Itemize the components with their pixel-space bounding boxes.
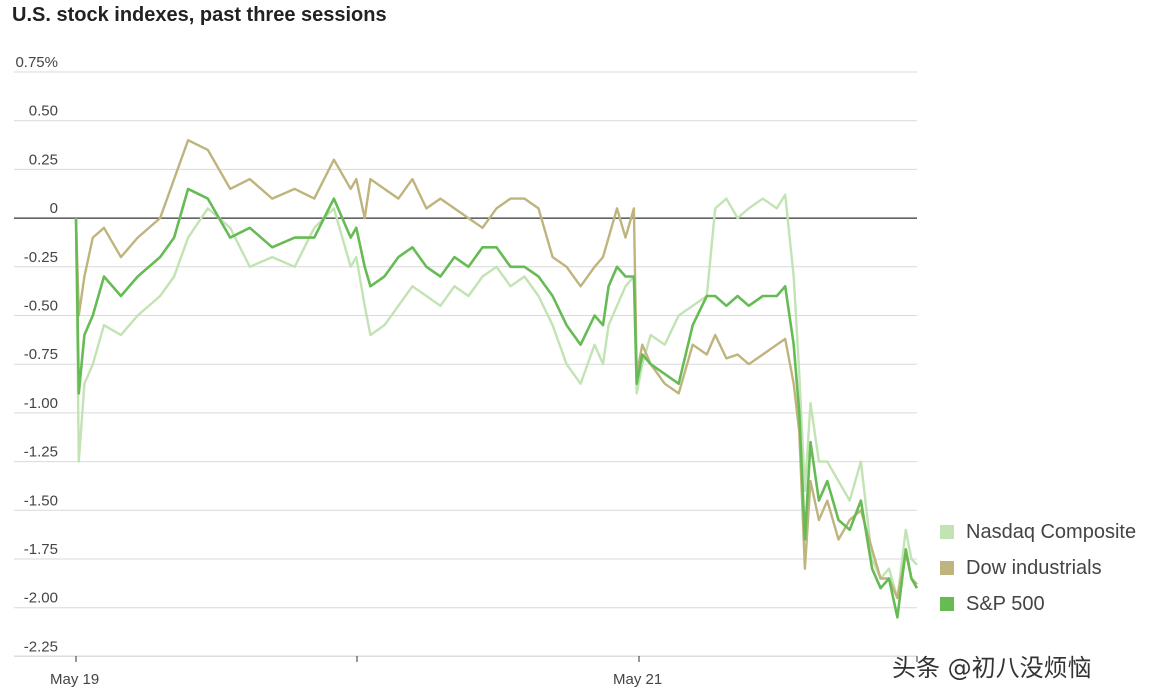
chart-title: U.S. stock indexes, past three sessions	[12, 4, 387, 26]
series-line-s-p-500	[74, 187, 919, 619]
legend-label-dow: Dow industrials	[966, 556, 1102, 579]
y-tick-label: -0.50	[24, 298, 58, 315]
legend-label-nasdaq: Nasdaq Composite	[966, 520, 1137, 543]
x-axis-labels: May 19 May 21	[50, 656, 918, 688]
y-tick-label: -1.75	[24, 541, 58, 558]
legend-swatch-sp500	[940, 597, 954, 611]
y-tick-label: -2.00	[24, 590, 58, 607]
y-tick-label: 0.25	[29, 151, 58, 168]
legend-swatch-nasdaq	[940, 525, 954, 539]
y-tick-label: -1.25	[24, 444, 58, 461]
legend-item-dow: Dow industrials	[940, 550, 1136, 586]
legend: Nasdaq Composite Dow industrials S&P 500	[940, 514, 1136, 622]
y-axis-labels: 0.75% 0.50 0.25 0 -0.25 -0.50 -0.75 -1.00 -1.25 -…	[15, 54, 58, 655]
legend-swatch-dow	[940, 561, 954, 575]
series-lines	[74, 138, 919, 619]
y-tick-label: -0.75	[24, 346, 58, 363]
legend-item-nasdaq: Nasdaq Composite	[940, 514, 1136, 550]
x-tick-label: May 19	[50, 671, 99, 688]
y-tick-label: 0	[50, 200, 58, 217]
x-tick-label: May 21	[613, 671, 662, 688]
y-tick-label: 0.75%	[15, 54, 58, 71]
series-line-dow-industrials	[74, 138, 918, 600]
y-tick-label: 0.50	[29, 103, 58, 120]
y-tick-label: -2.25	[24, 638, 58, 655]
legend-item-sp500: S&P 500	[940, 586, 1136, 622]
y-tick-label: -1.50	[24, 492, 58, 509]
legend-label-sp500: S&P 500	[966, 592, 1045, 615]
watermark: 头条 @初八没烦恼	[892, 654, 1092, 682]
series-line-nasdaq-composite	[74, 193, 918, 600]
y-tick-label: -1.00	[24, 395, 58, 412]
y-tick-label: -0.25	[24, 249, 58, 266]
grid-lines	[14, 71, 917, 657]
